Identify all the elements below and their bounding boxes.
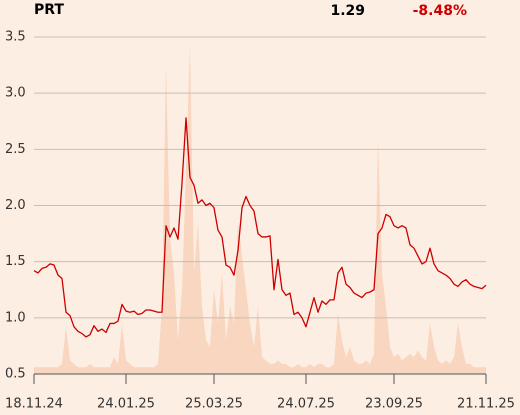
y-tick-label: 1.5	[5, 254, 26, 269]
x-tick-label: 21.11.25	[457, 397, 515, 412]
x-tick-label: 25.03.25	[185, 397, 243, 412]
x-tick-label: 24.07.25	[277, 397, 335, 412]
x-tick-label: 18.11.24	[5, 397, 63, 412]
y-tick-label: 2.5	[5, 142, 26, 157]
price-line	[33, 117, 487, 338]
y-tick-label: 1.0	[5, 310, 26, 325]
last-price: 1.29	[330, 3, 365, 19]
y-tick-label: 3.0	[5, 86, 26, 101]
y-tick-label: 2.0	[5, 198, 26, 213]
y-tick-label: 0.5	[5, 367, 26, 382]
y-tick-label: 3.5	[5, 30, 26, 45]
ticker: PRT	[34, 2, 64, 18]
x-tick-label: 24.01.25	[97, 397, 155, 412]
x-tick-label: 23.09.25	[365, 397, 423, 412]
price-change: -8.48%	[413, 3, 467, 19]
